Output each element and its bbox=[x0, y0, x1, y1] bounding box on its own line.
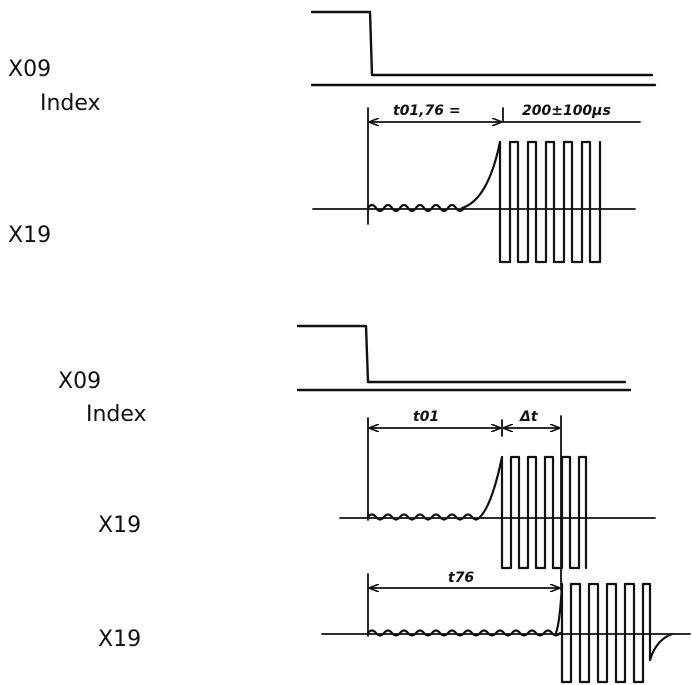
bottom-x19-ripple-1 bbox=[366, 513, 482, 521]
top-x09-label: X09 bbox=[8, 57, 51, 82]
bottom-x19-burst-2 bbox=[560, 582, 674, 684]
top-index-label: Index bbox=[40, 91, 101, 116]
top-x19-label: X19 bbox=[8, 223, 51, 248]
top-dim-t-label: t01,76 = bbox=[393, 103, 461, 119]
top-index-pulse bbox=[310, 10, 654, 77]
bottom-x19-rise-1 bbox=[478, 455, 504, 519]
top-x19-burst bbox=[498, 140, 602, 264]
bottom-timing-group: X09 Index X19 X19 t01 Δt t76 bbox=[58, 324, 691, 684]
top-x19-ripple bbox=[366, 203, 466, 213]
bottom-dim-delta-label: Δt bbox=[519, 409, 539, 425]
bottom-dim-t76-label: t76 bbox=[448, 570, 474, 586]
bottom-x19-label-1: X19 bbox=[98, 513, 141, 538]
top-timing-group: X09 Index X19 t01,76 = 200±100μs bbox=[8, 10, 657, 264]
bottom-index-label: Index bbox=[86, 402, 147, 427]
bottom-dim-t01-label: t01 bbox=[413, 409, 439, 425]
bottom-x19-burst-1 bbox=[500, 455, 588, 570]
top-dim-value-label: 200±100μs bbox=[522, 103, 611, 119]
top-x19-rise bbox=[460, 140, 502, 210]
bottom-x19-ripple-2 bbox=[366, 629, 562, 637]
bottom-index-pulse bbox=[296, 324, 627, 384]
bottom-x09-label: X09 bbox=[58, 369, 101, 394]
bottom-x19-label-2: X19 bbox=[98, 627, 141, 652]
